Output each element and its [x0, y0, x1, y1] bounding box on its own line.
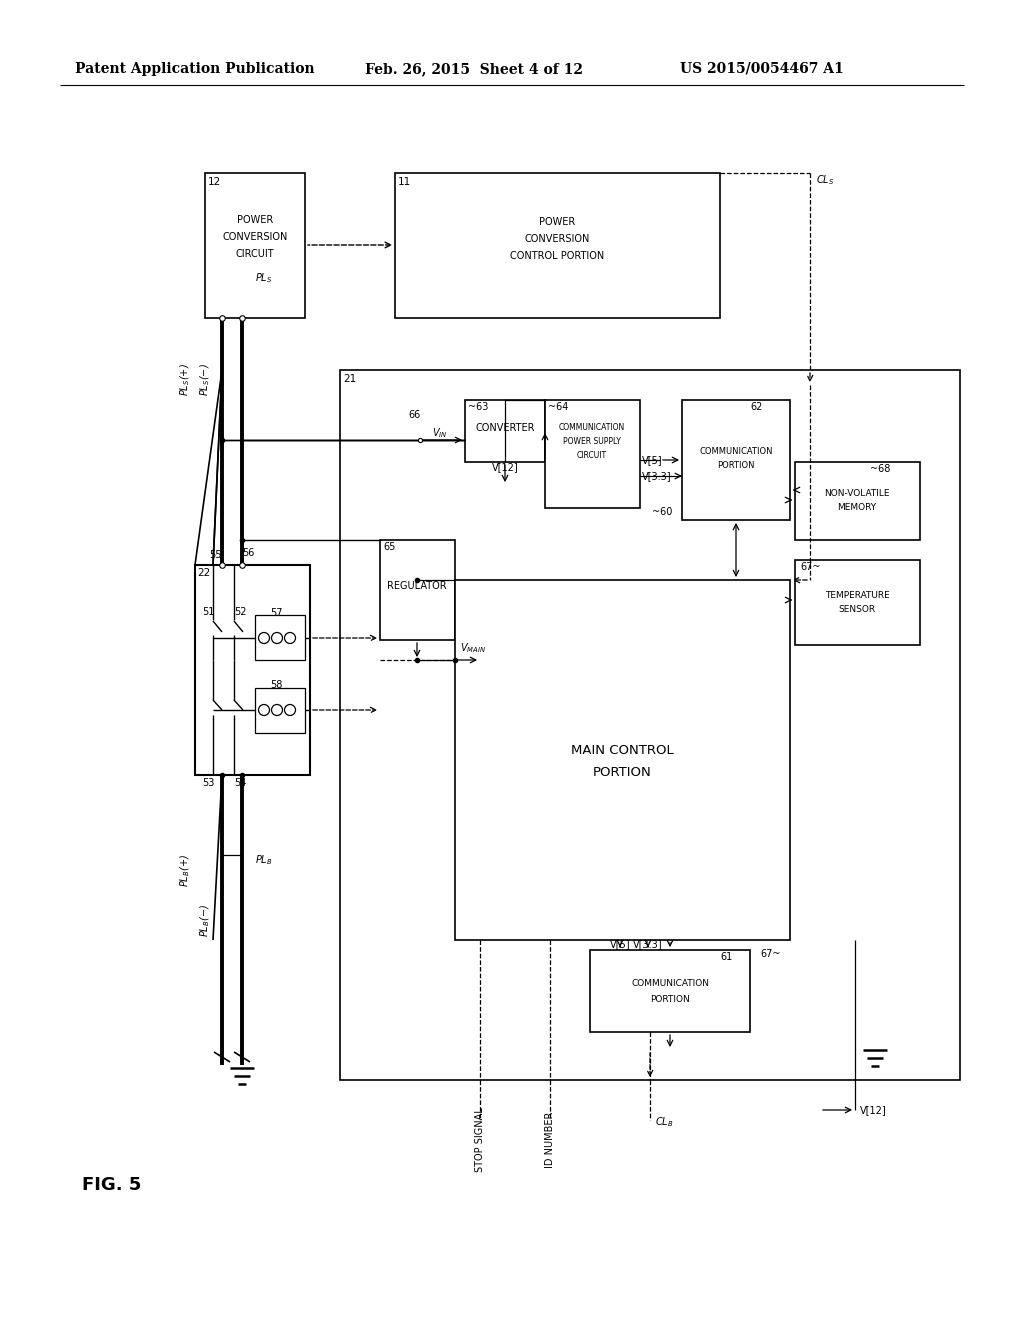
Text: Patent Application Publication: Patent Application Publication — [75, 62, 314, 77]
Text: POWER SUPPLY: POWER SUPPLY — [563, 437, 621, 446]
Text: 66: 66 — [408, 411, 420, 420]
Text: 56: 56 — [242, 548, 254, 558]
Text: COMMUNICATION: COMMUNICATION — [631, 979, 709, 989]
Text: ~63: ~63 — [468, 403, 488, 412]
Text: PL$_S$: PL$_S$ — [255, 271, 272, 285]
Text: SENSOR: SENSOR — [839, 606, 876, 615]
Text: MEMORY: MEMORY — [838, 503, 877, 512]
Text: STOP SIGNAL: STOP SIGNAL — [475, 1107, 485, 1172]
Text: REGULATOR: REGULATOR — [387, 581, 446, 591]
Text: CIRCUIT: CIRCUIT — [577, 450, 607, 459]
Bar — [205, 173, 305, 318]
Text: CONVERTER: CONVERTER — [475, 422, 535, 433]
Text: 67~: 67~ — [760, 949, 780, 960]
Text: 61: 61 — [720, 952, 732, 962]
Text: V$_{MAIN}$: V$_{MAIN}$ — [460, 642, 486, 655]
Bar — [545, 400, 640, 508]
Text: NON-VOLATILE: NON-VOLATILE — [824, 488, 890, 498]
Text: CONVERSION: CONVERSION — [524, 234, 590, 244]
Text: PL$_B$: PL$_B$ — [255, 853, 272, 867]
Text: US 2015/0054467 A1: US 2015/0054467 A1 — [680, 62, 844, 77]
Text: CIRCUIT: CIRCUIT — [236, 249, 274, 259]
Bar — [465, 400, 545, 462]
Text: MAIN CONTROL: MAIN CONTROL — [570, 743, 674, 756]
Text: 62: 62 — [750, 403, 763, 412]
Text: 51: 51 — [203, 607, 215, 616]
Text: V[5]: V[5] — [642, 455, 663, 465]
Bar — [455, 579, 790, 940]
Bar — [255, 688, 305, 733]
Text: POWER: POWER — [539, 216, 575, 227]
Bar — [195, 565, 310, 775]
Text: 21: 21 — [343, 374, 356, 384]
Text: V[3.3]: V[3.3] — [633, 939, 663, 949]
Bar — [682, 400, 790, 520]
Text: Feb. 26, 2015  Sheet 4 of 12: Feb. 26, 2015 Sheet 4 of 12 — [365, 62, 583, 77]
Text: ID NUMBER: ID NUMBER — [545, 1111, 555, 1168]
Text: PL$_S$(+): PL$_S$(+) — [178, 363, 191, 396]
Text: 58: 58 — [270, 680, 283, 690]
Text: PL$_B$(−): PL$_B$(−) — [199, 903, 212, 937]
Text: 53: 53 — [203, 777, 215, 788]
Text: CONTROL PORTION: CONTROL PORTION — [510, 251, 604, 261]
Text: 55: 55 — [210, 550, 222, 560]
Text: 12: 12 — [208, 177, 221, 187]
Text: PL$_B$(+): PL$_B$(+) — [178, 854, 191, 887]
Text: TEMPERATURE: TEMPERATURE — [824, 590, 890, 599]
Text: 11: 11 — [398, 177, 412, 187]
Text: V[5]: V[5] — [609, 939, 631, 949]
Text: PORTION: PORTION — [650, 994, 690, 1003]
Text: COMMUNICATION: COMMUNICATION — [699, 447, 773, 457]
Text: FIG. 5: FIG. 5 — [82, 1176, 141, 1195]
Text: 65: 65 — [383, 543, 395, 552]
Text: 22: 22 — [197, 568, 210, 578]
Text: ~60: ~60 — [652, 507, 673, 517]
Text: CL$_B$: CL$_B$ — [655, 1115, 674, 1129]
Bar — [795, 560, 920, 645]
Bar — [340, 370, 961, 1080]
Text: COMMUNICATION: COMMUNICATION — [559, 422, 625, 432]
Bar — [590, 950, 750, 1032]
Bar — [255, 615, 305, 660]
Text: CL$_S$: CL$_S$ — [816, 173, 835, 187]
Text: 67~: 67~ — [800, 562, 820, 572]
Text: ~68: ~68 — [870, 465, 891, 474]
Bar — [795, 462, 920, 540]
Text: V[12]: V[12] — [860, 1105, 887, 1115]
Text: V$_{IN}$: V$_{IN}$ — [432, 426, 447, 440]
Text: V[12]: V[12] — [492, 462, 518, 473]
Text: PL$_S$(−): PL$_S$(−) — [199, 363, 212, 396]
Text: 52: 52 — [234, 607, 247, 616]
Text: V[3.3]: V[3.3] — [642, 471, 672, 480]
Text: 57: 57 — [270, 609, 283, 618]
Text: PORTION: PORTION — [593, 766, 651, 779]
Text: ~64: ~64 — [548, 403, 568, 412]
Text: CONVERSION: CONVERSION — [222, 232, 288, 242]
Text: POWER: POWER — [237, 215, 273, 224]
Text: 54: 54 — [234, 777, 247, 788]
Text: PORTION: PORTION — [717, 462, 755, 470]
Bar — [395, 173, 720, 318]
Bar — [380, 540, 455, 640]
